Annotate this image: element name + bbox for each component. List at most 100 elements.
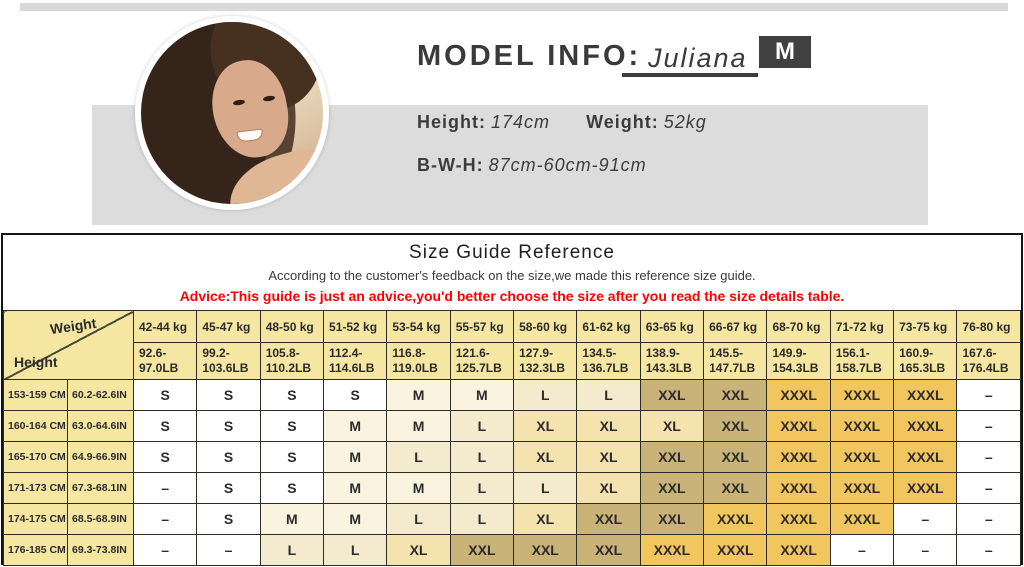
- weight-lb-header: 167.6- 176.4LB: [956, 342, 1021, 380]
- size-guide-advice: Advice:This guide is just an advice,you'…: [179, 288, 845, 304]
- table-row: 153-159 CM 60.2-62.6IN S S S S M M L L XXL XXL XXXL X…: [3, 379, 1021, 411]
- size-value-cell: L: [513, 379, 578, 411]
- size-value-cell: XXL: [639, 441, 705, 473]
- size-value-cell: S: [259, 472, 325, 504]
- size-value-cell: XXL: [639, 472, 705, 504]
- bwh-line: B-W-H: 87cm-60cm-91cm: [417, 155, 647, 176]
- height-cm-cell: 160-164 CM: [3, 410, 68, 442]
- size-value-cell: XL: [513, 441, 578, 473]
- weight-lb-header: 121.6- 125.7LB: [449, 342, 515, 380]
- size-value-cell: M: [323, 503, 388, 535]
- size-value-cell: –: [956, 379, 1021, 411]
- weight-kg-header: 53-54 kg: [386, 310, 451, 343]
- size-value-cell: M: [323, 410, 388, 442]
- height-cm-cell: 153-159 CM: [3, 379, 68, 411]
- model-name: Juliana: [648, 43, 748, 73]
- size-value-cell: XXL: [513, 534, 578, 566]
- size-value-cell: –: [829, 534, 895, 566]
- size-value-cell: S: [196, 410, 261, 442]
- weight-lb-header: 99.2- 103.6LB: [196, 342, 261, 380]
- size-guide-subtitle: According to the customer's feedback on …: [268, 268, 756, 283]
- size-value-cell: XL: [639, 410, 705, 442]
- size-value-cell: XXXL: [893, 472, 958, 504]
- size-value-cell: L: [513, 472, 578, 504]
- size-value-cell: –: [893, 534, 958, 566]
- size-value-cell: L: [449, 410, 515, 442]
- size-value-cell: XXL: [639, 503, 705, 535]
- size-value-cell: XXXL: [703, 534, 768, 566]
- size-value-cell: XL: [513, 503, 578, 535]
- size-value-cell: XXL: [639, 379, 705, 411]
- model-photo-image: [141, 22, 323, 204]
- size-value-cell: XXXL: [703, 503, 768, 535]
- weight-kg-header: 51-52 kg: [323, 310, 388, 343]
- size-guide-table: Weight Height 42-44 kg 45-47 kg 48-50 kg 51-5…: [3, 310, 1021, 566]
- size-value-cell: XXXL: [829, 410, 895, 442]
- size-value-cell: S: [196, 503, 261, 535]
- size-value-cell: XXXL: [893, 410, 958, 442]
- weight-height-corner-cell: Weight Height: [3, 310, 134, 380]
- weight-kg-header: 42-44 kg: [132, 310, 198, 343]
- size-value-cell: S: [196, 379, 261, 411]
- size-value-cell: S: [196, 472, 261, 504]
- size-value-cell: M: [323, 441, 388, 473]
- weight-lb-header: 134.5- 136.7LB: [576, 342, 641, 380]
- size-value-cell: XXXL: [829, 503, 895, 535]
- size-value-cell: XL: [513, 410, 578, 442]
- size-value-cell: L: [449, 472, 515, 504]
- weight-lb-header: 156.1- 158.7LB: [829, 342, 895, 380]
- weight-lb-header: 116.8- 119.0LB: [386, 342, 451, 380]
- bwh-label: B-W-H:: [417, 155, 484, 175]
- weight-value: 52kg: [663, 112, 707, 132]
- table-row: 176-185 CM 69.3-73.8IN – – L L XL XXL XXL XXL XXXL…: [3, 534, 1021, 566]
- size-value-cell: S: [132, 379, 198, 411]
- corner-height-label: Height: [14, 354, 58, 370]
- model-name-underline: [622, 73, 758, 77]
- size-value-cell: S: [259, 410, 325, 442]
- weight-kg-header: 66-67 kg: [703, 310, 768, 343]
- size-value-cell: –: [196, 534, 261, 566]
- size-value-cell: XXXL: [766, 534, 831, 566]
- size-value-cell: S: [132, 410, 198, 442]
- table-header: Weight Height 42-44 kg 45-47 kg 48-50 kg 51-5…: [3, 310, 1021, 380]
- weight-kg-header: 48-50 kg: [259, 310, 325, 343]
- height-in-cell: 67.3-68.1IN: [67, 472, 134, 504]
- height-in-cell: 64.9-66.9IN: [67, 441, 134, 473]
- model-info-title: MODEL INFO:: [417, 40, 642, 72]
- model-size-badge: M: [759, 36, 811, 68]
- height-cm-cell: 174-175 CM: [3, 503, 68, 535]
- size-value-cell: XXL: [576, 534, 641, 566]
- height-in-cell: 60.2-62.6IN: [67, 379, 134, 411]
- height-in-cell: 69.3-73.8IN: [67, 534, 134, 566]
- weight-lb-header: 145.5- 147.7LB: [703, 342, 768, 380]
- weight-kg-header: 73-75 kg: [893, 310, 958, 343]
- size-value-cell: L: [323, 534, 388, 566]
- height-weight-line: Height: 174cm Weight: 52kg: [417, 112, 707, 133]
- weight-lb-header: 160.9- 165.3LB: [893, 342, 958, 380]
- size-value-cell: M: [386, 379, 451, 411]
- size-value-cell: XXXL: [766, 379, 831, 411]
- size-value-cell: XXXL: [766, 503, 831, 535]
- size-value-cell: XXXL: [829, 472, 895, 504]
- weight-kg-header: 63-65 kg: [639, 310, 705, 343]
- size-value-cell: –: [956, 534, 1021, 566]
- size-value-cell: XXL: [703, 379, 768, 411]
- height-value: 174cm: [491, 112, 551, 132]
- size-value-cell: L: [259, 534, 325, 566]
- size-value-cell: M: [386, 410, 451, 442]
- height-in-cell: 68.5-68.9IN: [67, 503, 134, 535]
- weight-lb-header: 105.8- 110.2LB: [259, 342, 325, 380]
- header-row-kg: Weight Height 42-44 kg 45-47 kg 48-50 kg 51-5…: [3, 310, 1021, 380]
- weight-kg-header: 68-70 kg: [766, 310, 831, 343]
- size-value-cell: XXL: [703, 441, 768, 473]
- corner-weight-label: Weight: [49, 314, 98, 338]
- height-label: Height:: [417, 112, 486, 132]
- size-guide-section: Size Guide Reference According to the cu…: [1, 233, 1023, 566]
- size-value-cell: M: [386, 472, 451, 504]
- weight-kg-header: 55-57 kg: [449, 310, 515, 343]
- size-value-cell: L: [449, 441, 515, 473]
- weight-kg-header: 61-62 kg: [576, 310, 641, 343]
- height-cm-cell: 165-170 CM: [3, 441, 68, 473]
- size-value-cell: XL: [386, 534, 451, 566]
